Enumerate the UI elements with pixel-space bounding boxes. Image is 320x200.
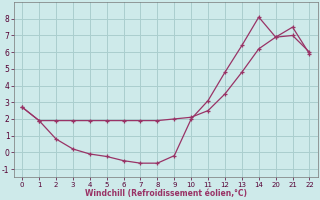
X-axis label: Windchill (Refroidissement éolien,°C): Windchill (Refroidissement éolien,°C) bbox=[85, 189, 247, 198]
